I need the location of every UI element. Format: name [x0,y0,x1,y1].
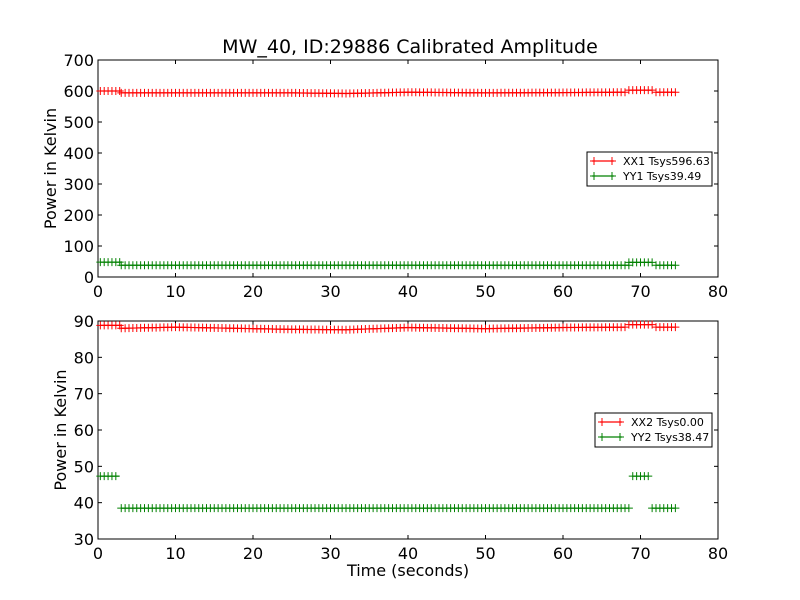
legend-label: XX2 Tsys0.00 [631,416,704,429]
data-point-marker [671,504,680,513]
x-tick-label: 10 [165,544,185,563]
y-tick-label: 90 [74,312,94,331]
legend-marker [616,433,624,441]
x-tick-label: 0 [93,282,103,301]
y-tick-label: 400 [63,144,94,163]
x-tick-label: 30 [320,282,340,301]
legend-label: YY1 Tsys39.49 [622,170,701,183]
x-tick-label: 40 [398,282,418,301]
legend-marker [598,433,606,441]
legend-marker [616,418,624,426]
series-1 [96,86,680,98]
y-tick-label: 200 [63,206,94,225]
chart-panel-2: 0 10 20 30 40 50 60 70 80 30 40 50 60 70 80 90 Power in … [51,312,728,580]
data-point-marker [115,87,124,95]
x-tick-label: 50 [475,282,495,301]
y-tick-label: 30 [74,530,94,549]
series-1 [96,320,680,334]
y-tick-label: 60 [74,421,94,440]
chart-title: MW_40, ID:29886 Calibrated Amplitude [222,36,598,58]
x-tick-label: 70 [630,282,650,301]
legend-box [594,412,713,448]
x-tick-label: 50 [475,544,495,563]
y-tick-label: 700 [63,51,94,70]
data-point-marker [624,504,633,513]
x-tick-label: 80 [708,282,728,301]
x-tick-label: 20 [243,544,263,563]
x-tick-label: 10 [165,282,185,301]
data-point-marker [671,323,680,332]
y-tick-label: 0 [84,268,94,287]
y-tick-label: 600 [63,82,94,101]
x-tick-label: 30 [320,544,340,563]
legend-marker [590,172,598,180]
legend-box [586,151,713,187]
chart-panels: 0 10 20 30 40 50 60 70 800100200300400500600700P… [41,51,728,580]
data-point-marker [111,472,120,481]
y-tick-label: 300 [63,175,94,194]
legend-marker [598,418,606,426]
legend-label: YY2 Tsys38.47 [630,431,709,444]
data-point-marker [671,261,680,270]
series-2 [96,472,680,513]
x-tick-label: 80 [708,544,728,563]
legend: XX2 Tsys0.00 YY2 Tsys38.47 [594,412,713,448]
x-tick-label: 0 [93,544,103,563]
series-2 [96,258,680,270]
x-axis-label: Time (seconds) [346,561,469,580]
y-tick-label: 50 [74,457,94,476]
legend-marker [590,157,598,165]
x-tick-label: 20 [243,282,263,301]
y-axis-label: Power in Kelvin [41,108,60,229]
y-tick-label: 100 [63,237,94,256]
legend-label: XX1 Tsys596.63 [623,155,710,168]
y-tick-label: 40 [74,494,94,513]
y-tick-label: 70 [74,385,94,404]
chart-panel-1: 0 10 20 30 40 50 60 70 80 0 100 200 300 400 500 600 700 P… [41,51,728,301]
y-tick-label: 500 [63,113,94,132]
data-point-marker [671,88,680,97]
legend-marker [608,172,616,180]
x-tick-label: 60 [553,282,573,301]
x-tick-label: 40 [398,544,418,563]
y-tick-label: 80 [74,348,94,367]
data-point-marker [644,472,653,481]
legend-marker [608,157,616,165]
x-tick-label: 70 [630,544,650,563]
x-tick-label: 60 [553,544,573,563]
y-axis-label: Power in Kelvin [51,369,70,490]
legend: XX1 Tsys596.63 YY1 Tsys39.49 [586,151,713,187]
